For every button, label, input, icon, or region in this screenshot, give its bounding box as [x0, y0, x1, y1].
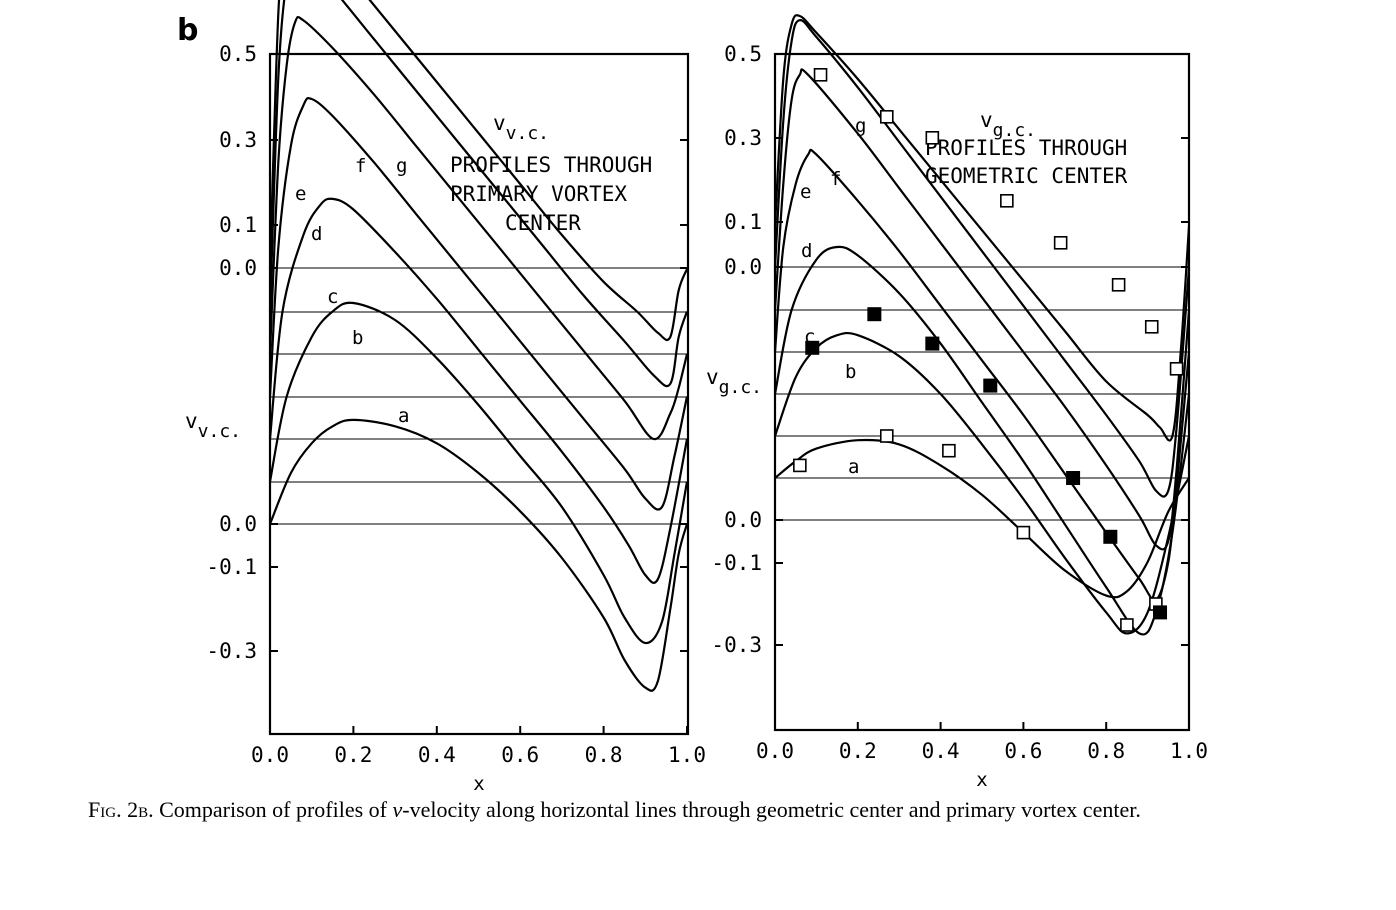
open-square-marker — [942, 443, 956, 458]
filled-square-marker — [1066, 471, 1081, 485]
caption-prefix: Fig. 2b. — [88, 797, 154, 822]
y-axis-label: vg.c. — [706, 365, 762, 398]
open-square-marker — [925, 131, 940, 145]
profile-curve-b — [268, 301, 689, 645]
profile-curve-a — [268, 418, 689, 692]
filled-square-marker — [1103, 529, 1118, 544]
x-tick-label: 0.6 — [1004, 739, 1042, 763]
curve-label-g: g — [396, 155, 407, 177]
profile-curve-d — [268, 97, 689, 511]
filled-square-marker — [983, 378, 998, 393]
y-tick-label: 0.0 — [724, 255, 762, 279]
profile-curve-c — [773, 245, 1191, 636]
open-square-marker — [1111, 277, 1126, 292]
curve-label-f: f — [355, 155, 366, 177]
y-tick-label: 0.5 — [724, 42, 762, 66]
y-tick-label: 0.0 — [219, 256, 257, 280]
filled-square-marker — [925, 336, 940, 351]
curve-label-f: f — [830, 168, 841, 190]
y-axis-label: vv.c. — [185, 409, 241, 442]
x-tick-label: 1.0 — [668, 743, 706, 767]
y-tick-label: 0.5 — [219, 42, 257, 66]
x-tick-label: 0.6 — [501, 743, 539, 767]
open-square-marker — [1000, 194, 1014, 208]
figure-canvas: b 0.5 0.3 0.1 0.0 0.0 -0.1 -0.3 0.0 0.2 0.4 0.6 0.8… — [177, 0, 1208, 790]
curve-label-c: c — [804, 326, 815, 348]
y-tick-label: 0.3 — [724, 126, 762, 150]
curve-label-d: d — [801, 240, 812, 262]
curve-label-e: e — [800, 181, 811, 203]
curve-label-b: b — [352, 327, 363, 349]
open-square-marker — [1144, 319, 1159, 334]
caption-text-1: Comparison of profiles of — [159, 797, 393, 822]
y-tick-label: -0.1 — [206, 555, 257, 579]
open-square-marker — [1169, 361, 1184, 376]
right-chart-panel: 0.5 0.3 0.1 0.0 0.0 -0.1 -0.3 0.0 0.2 0.4 0.6 0.8 1.… — [706, 14, 1208, 790]
open-square-marker — [1016, 525, 1031, 540]
open-square-marker — [879, 429, 894, 443]
y-tick-label: -0.3 — [711, 633, 762, 657]
profile-curve-g — [268, 0, 689, 342]
y-tick-label: 0.1 — [724, 210, 762, 234]
y-tick-label: 0.0 — [724, 508, 762, 532]
figure-caption: Fig. 2b. Comparison of profiles of v-vel… — [88, 793, 1308, 826]
annotation-variable: vg.c. — [980, 108, 1036, 141]
y-tick-label: -0.3 — [206, 639, 257, 663]
annotation-variable: vv.c. — [493, 111, 549, 144]
x-tick-label: 0.4 — [418, 743, 456, 767]
x-axis-label: x — [976, 769, 987, 790]
y-tick-label: 0.0 — [219, 512, 257, 536]
filled-square-marker — [805, 340, 820, 355]
profile-curve-e — [268, 15, 689, 441]
x-tick-label: 0.8 — [585, 743, 623, 767]
profile-curve-b — [773, 332, 1191, 635]
curve-label-g: g — [855, 115, 866, 137]
x-tick-label: 0.8 — [1087, 739, 1125, 763]
annotation-line: PROFILES THROUGH — [450, 153, 652, 177]
profile-curve-g — [773, 14, 1191, 442]
open-square-marker — [1120, 618, 1134, 632]
annotation-line: GEOMETRIC CENTER — [925, 164, 1128, 188]
caption-text-2: -velocity along horizontal lines through… — [402, 797, 1141, 822]
filled-square-marker — [1153, 605, 1168, 620]
profile-curve-e — [773, 68, 1191, 551]
curve-label-e: e — [295, 183, 306, 205]
panel-letter: b — [177, 13, 198, 48]
x-tick-label: 0.2 — [839, 739, 877, 763]
y-tick-label: 0.3 — [219, 128, 257, 152]
profile-curve-a — [774, 438, 1190, 599]
x-tick-label: 0.0 — [756, 739, 794, 763]
annotation-line: PROFILES THROUGH — [925, 136, 1127, 160]
curve-label-b: b — [845, 361, 856, 383]
x-tick-label: 0.2 — [334, 743, 372, 767]
filled-square-marker — [867, 307, 882, 322]
caption-variable: v — [392, 797, 403, 822]
profile-curve-c — [268, 197, 689, 584]
x-tick-label: 1.0 — [1170, 739, 1208, 763]
profile-curve-d — [773, 148, 1191, 602]
curve-label-a: a — [848, 456, 859, 478]
open-square-marker — [879, 110, 894, 124]
left-chart-panel: 0.5 0.3 0.1 0.0 0.0 -0.1 -0.3 0.0 0.2 0.4 0.6 0.8 1.… — [185, 0, 706, 790]
profile-curve-f — [268, 0, 689, 388]
x-axis-label: x — [473, 773, 484, 790]
profile-curve-f — [773, 19, 1191, 498]
open-square-marker — [793, 458, 807, 473]
curve-label-d: d — [311, 223, 322, 245]
x-tick-label: 0.0 — [251, 743, 289, 767]
open-square-marker — [813, 68, 828, 82]
y-tick-label: -0.1 — [711, 551, 762, 575]
open-square-marker — [1053, 236, 1068, 250]
annotation-line: PRIMARY VORTEX — [450, 182, 627, 206]
curve-label-c: c — [327, 286, 338, 308]
curve-label-a: a — [398, 405, 409, 427]
y-tick-label: 0.1 — [219, 213, 257, 237]
x-tick-label: 0.4 — [922, 739, 960, 763]
